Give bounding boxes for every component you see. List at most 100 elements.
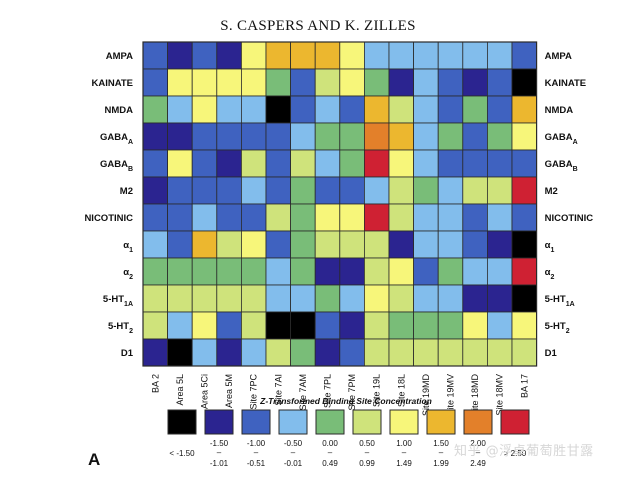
heatmap-cell [290,257,316,286]
heatmap-cell [167,149,193,178]
heatmap-cell [486,338,513,367]
heatmap-cell [413,311,439,340]
heatmap-cell [339,311,365,340]
heatmap-cell [265,311,292,340]
heatmap-cell [388,68,415,97]
heatmap-cell [486,41,513,70]
heatmap-cell [216,284,242,313]
legend-label-top: -1.00 [247,439,266,448]
legend-title: Z-Transformed Binding Site Concentration [259,396,432,406]
heatmap-cell [167,176,193,205]
heatmap-cell [240,176,267,205]
row-label-right-kainate: KAINATE [545,78,587,89]
heatmap-cell [413,230,439,259]
heatmap-cell [142,257,169,286]
column-label-area-5ci: Area 5Ci [200,374,210,409]
heatmap-cell [388,311,415,340]
heatmap-cell [314,203,341,232]
heatmap-cell [265,257,292,286]
row-label-left-5-ht-1a: 5-HT1A [103,294,133,308]
heatmap-cell [314,68,341,97]
heatmap-cell [265,122,292,151]
heatmap-cell [388,284,415,313]
heatmap-cell [240,68,267,97]
heatmap-cell [314,149,341,178]
heatmap-border [142,41,538,367]
heatmap-cell [216,257,242,286]
heatmap-cell [462,95,488,124]
heatmap-cell [265,41,292,70]
heatmap-cell [191,338,218,367]
legend-label-top: 0.50 [359,439,375,448]
legend-swatch-green [315,409,345,435]
column-label-site-7pc: Site 7PC [249,374,259,410]
heatmap-cell [142,284,169,313]
legend-label-bottom: 1.99 [433,459,449,468]
heatmap-cell [511,176,538,205]
heatmap-cell [413,176,439,205]
heatmap-cell [240,257,267,286]
heatmap-cell [265,95,292,124]
heatmap-cell [486,95,513,124]
heatmap-cell [511,41,538,70]
heatmap-cell [191,176,218,205]
heatmap-cell [240,95,267,124]
heatmap-cell [265,230,292,259]
legend-range-dash: – [291,448,296,457]
heatmap-cell [339,176,365,205]
heatmap-cell [265,68,292,97]
heatmap-cell [437,41,464,70]
heatmap-cell [363,230,390,259]
heatmap-cell [486,176,513,205]
heatmap-cell [413,257,439,286]
row-label-right-5-ht-1a: 5-HT1A [545,294,575,308]
column-label-site-7pm: Site 7PM [347,374,357,411]
heatmap-cell [290,41,316,70]
heatmap-cell [437,149,464,178]
heatmap-cell [511,122,538,151]
heatmap-cell [290,284,316,313]
legend-swatch-orange [463,409,493,435]
legend-label-top: 0.00 [322,439,338,448]
legend-swatch-yellow [389,409,419,435]
heatmap-cell [290,95,316,124]
heatmap-cell [290,203,316,232]
column-label-area-5m: Area 5M [224,374,234,408]
heatmap-cell [511,95,538,124]
heatmap-cell [462,149,488,178]
heatmap-cell [191,149,218,178]
legend-range-dash: – [217,448,222,457]
heatmap-cell [167,95,193,124]
panel-letter: A [88,450,101,469]
row-label-left-2: α2 [123,267,133,281]
heatmap-cell [290,176,316,205]
heatmap-cell [413,68,439,97]
heatmap-cell [265,284,292,313]
legend-label: < -1.50 [169,449,195,458]
heatmap-cell [486,149,513,178]
heatmap-cell [462,311,488,340]
heatmap-cell [216,176,242,205]
heatmap-cell [191,311,218,340]
heatmap-cell [462,230,488,259]
heatmap-cell [290,122,316,151]
heatmap-cell [363,203,390,232]
heatmap-cell [339,41,365,70]
legend-range-dash: – [402,448,407,457]
heatmap-cell [142,149,169,178]
heatmap-cell [314,311,341,340]
heatmap-cell [167,257,193,286]
heatmap-cell [216,230,242,259]
legend-swatch-red [500,409,530,435]
heatmap-cell [265,176,292,205]
column-label-site-19mv: Site 19MV [446,374,456,416]
heatmap-cell [290,338,316,367]
heatmap-cell [413,95,439,124]
heatmap-cell [437,122,464,151]
heatmap-cell [462,257,488,286]
heatmap-cell [363,149,390,178]
heatmap-cell [388,41,415,70]
legend-swatch-black [167,409,197,435]
heatmap-cell [191,95,218,124]
row-label-right-nicotinic: NICOTINIC [545,213,594,224]
